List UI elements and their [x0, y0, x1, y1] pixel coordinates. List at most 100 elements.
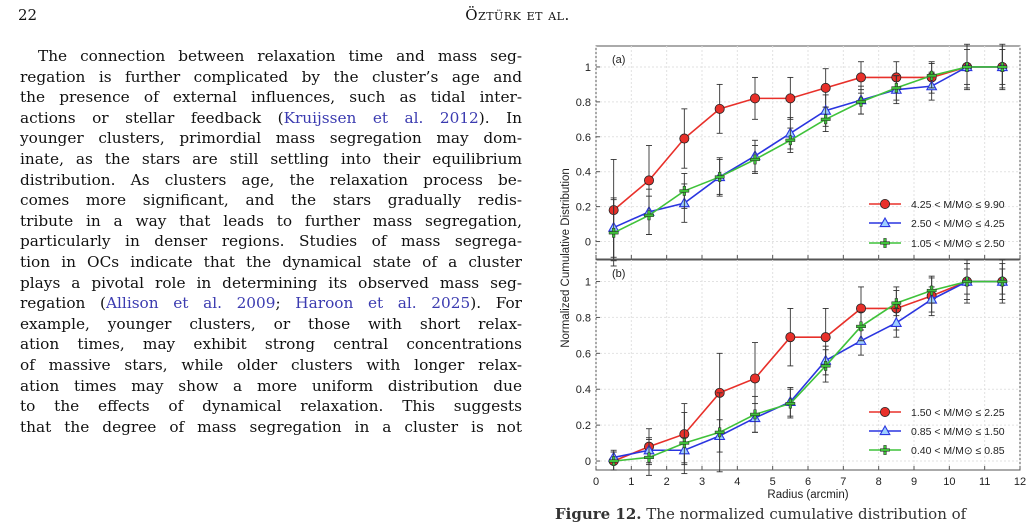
text-run: The connection between relaxation time a… [38, 47, 522, 65]
citation-link[interactable]: Haroon et al. 2025 [295, 294, 471, 313]
text-run: particularly in denser regions. Studies … [20, 232, 522, 251]
text-run: example, younger clusters, or those with… [20, 314, 522, 333]
y-tick-label: 0.8 [576, 312, 591, 324]
citation-link[interactable]: Allison et al. 2009 [105, 294, 276, 313]
series-line [613, 280, 1003, 462]
text-run: the presence of external influences, suc… [20, 88, 522, 107]
y-tick-label: 0.6 [576, 348, 591, 360]
panel-label: (b) [612, 268, 625, 280]
data-point-triangle [890, 316, 903, 327]
y-tick-label: 0 [585, 237, 591, 249]
data-point-cross [608, 231, 619, 235]
text-line: of massive stars, while older clusters w… [20, 355, 522, 376]
data-point-cross [714, 175, 725, 179]
x-tick-label: 12 [1014, 476, 1026, 488]
data-point-circle [750, 373, 761, 384]
data-point-cross [785, 138, 796, 142]
x-tick-label: 11 [979, 476, 990, 488]
data-point-cross [644, 455, 654, 459]
x-tick-label: 4 [734, 476, 740, 488]
caption-text: The normalized cumulative distribution o… [641, 505, 967, 523]
data-point-cross [750, 157, 760, 162]
text-line: regation (Allison et al. 2009; Haroon et… [20, 293, 522, 314]
series-line [613, 280, 1003, 459]
data-point-cross [880, 241, 890, 245]
text-line: ation times, may exhibit strong central … [20, 334, 522, 355]
x-tick-label: 2 [664, 476, 670, 488]
data-point-cross [644, 213, 654, 217]
x-tick-label: 6 [805, 476, 811, 488]
body-paragraph: The connection between relaxation time a… [20, 46, 522, 437]
y-tick-label: 0.6 [576, 132, 591, 144]
text-run: ). For [470, 294, 522, 313]
text-line: ation times may show a more uniform dist… [20, 376, 522, 397]
data-point-circle [856, 72, 867, 83]
data-point-cross [820, 117, 831, 121]
data-point-cross [997, 65, 1008, 69]
data-point-cross [820, 364, 831, 368]
text-run: ; [275, 294, 296, 313]
x-axis-title: Radius (arcmin) [767, 489, 848, 501]
text-line: regation is further complicated by the c… [20, 67, 522, 88]
chart-panel-a: 0 0.2 0.4 0.6 0.8 1 (a) 4.25 < M/M⊙ ≤ 9.90 2.50 … [576, 43, 1021, 267]
x-tick-label: 10 [943, 476, 955, 488]
y-axis-title: Normalized Cumulative Distribution [560, 168, 572, 348]
text-line: younger clusters, primordial mass segreg… [20, 128, 522, 149]
x-tick-label: 1 [628, 476, 634, 488]
text-line: example, younger clusters, or those with… [20, 314, 522, 335]
text-run: that the degree of mass segregation in a… [20, 417, 522, 436]
text-line: that the degree of mass segregation in a… [20, 417, 522, 438]
citation-link[interactable]: Kruijssen et al. 2012 [283, 108, 479, 127]
legend-label: 0.40 < M/M⊙ ≤ 0.85 [911, 445, 1005, 457]
data-point-cross [856, 100, 866, 104]
data-point-cross [891, 86, 902, 90]
y-tick-label: 0.4 [576, 384, 591, 396]
series-line [613, 66, 1003, 229]
data-point-cross [856, 324, 866, 328]
data-point-circle [785, 332, 796, 343]
data-point-cross [785, 402, 796, 406]
text-line: inate, as the stars are still settling i… [20, 149, 522, 170]
text-run: distribution. As clusters age, the relax… [20, 170, 522, 189]
data-point-cross [962, 279, 972, 284]
figure-caption: Figure 12. The normalized cumulative dis… [555, 505, 966, 523]
series-line [613, 66, 1003, 211]
caption-label: Figure 12. [555, 505, 642, 523]
y-tick-label: 0.4 [576, 167, 591, 179]
text-run: regation ( [20, 294, 106, 313]
text-line: to the effects of dynamical relaxation. … [20, 396, 522, 417]
y-tick-label: 0 [585, 456, 591, 468]
data-point-circle [644, 175, 655, 186]
text-line: The connection between relaxation time a… [20, 46, 522, 67]
data-point-cross [608, 459, 619, 463]
text-line: comes more significant, and the stars gr… [20, 190, 522, 211]
series-line [613, 66, 1003, 234]
data-point-cross [880, 448, 890, 452]
data-point-cross [962, 65, 972, 69]
text-run: tribute in a way that leads to further m… [20, 211, 522, 230]
y-tick-label: 1 [585, 62, 591, 74]
data-point-cross [997, 279, 1008, 284]
legend-label: 2.50 < M/M⊙ ≤ 4.25 [911, 218, 1005, 230]
text-run: inate, as the stars are still settling i… [20, 149, 522, 168]
data-point-circle [750, 93, 761, 104]
data-point-triangle [879, 424, 891, 436]
data-point-cross [679, 189, 690, 193]
text-line: plays a pivotal role in determining its … [20, 273, 522, 294]
legend-label: 1.05 < M/M⊙ ≤ 2.50 [911, 238, 1005, 250]
text-run: plays a pivotal role in determining its … [20, 273, 522, 292]
page-number: 22 [18, 6, 38, 24]
text-run: younger clusters, primordial mass segreg… [20, 129, 522, 148]
panel-label: (a) [612, 54, 625, 66]
text-line: the presence of external influences, suc… [20, 87, 522, 108]
chart-panel-b: 00.20.40.60.810 1 2 3 4 5 6 7 8 9 10 11 12(b)1.50 < … [576, 259, 1026, 488]
legend-label: 4.25 < M/M⊙ ≤ 9.90 [911, 199, 1005, 211]
x-tick-label: 0 [593, 476, 599, 488]
text-run: regation is further complicated by the c… [20, 67, 522, 86]
data-point-triangle [879, 216, 891, 228]
legend-label: 1.50 < M/M⊙ ≤ 2.25 [911, 407, 1005, 419]
data-point-cross [926, 288, 937, 293]
data-point-circle [820, 82, 831, 93]
data-point-circle [820, 332, 831, 343]
